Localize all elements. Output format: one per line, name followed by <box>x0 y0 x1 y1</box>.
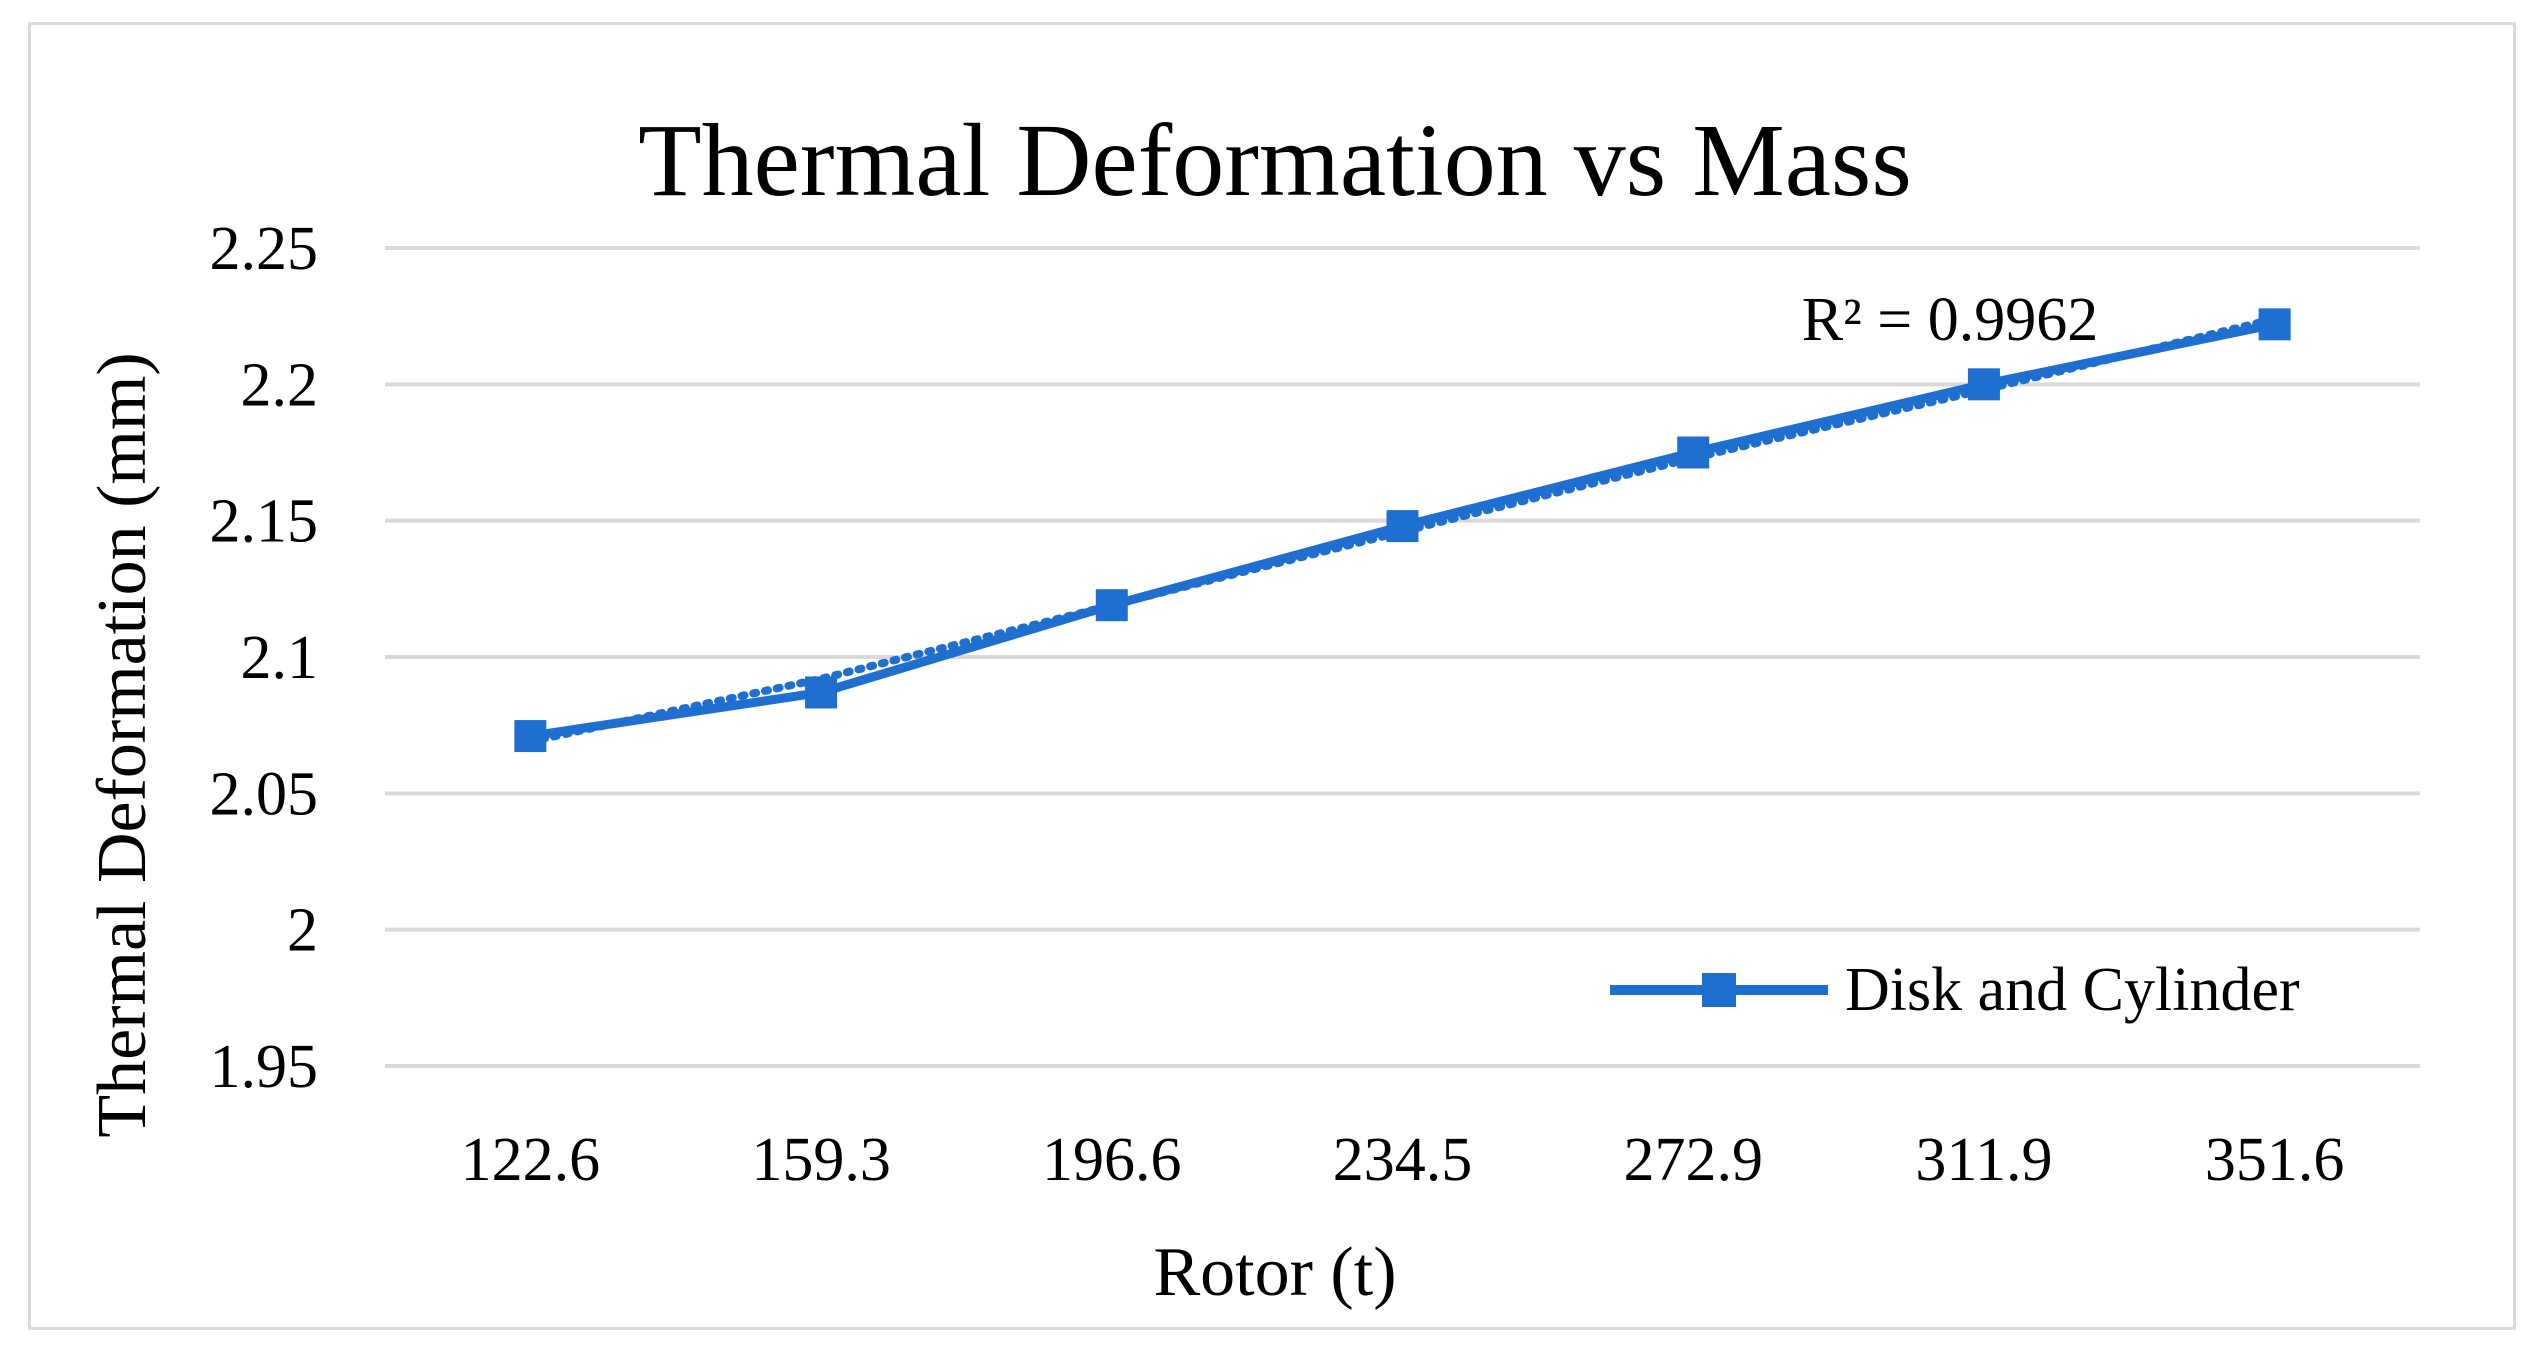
x-tick-label: 159.3 <box>751 1126 891 1194</box>
y-tick-label: 2.25 <box>210 215 319 283</box>
series-disk-and-cylinder <box>514 308 2291 753</box>
x-tick-label: 351.6 <box>2205 1126 2345 1194</box>
r-squared-annotation: R² = 0.9962 <box>1802 286 2098 354</box>
data-point-marker <box>514 720 547 753</box>
x-tick-label: 122.6 <box>461 1126 601 1194</box>
x-tick-label: 272.9 <box>1623 1126 1763 1194</box>
y-axis-label: Thermal Deformation (mm) <box>84 352 161 1137</box>
data-point-marker <box>1386 510 1419 543</box>
y-axis-ticks: 2.25 2.2 2.15 2.1 2.05 2 1.95 <box>210 215 319 1101</box>
data-point-marker <box>1967 368 2000 401</box>
legend-marker-icon <box>1702 973 1736 1007</box>
chart-frame <box>28 22 2516 1330</box>
y-tick-label: 2.2 <box>241 351 319 419</box>
x-tick-label: 311.9 <box>1915 1126 2052 1194</box>
legend-label: Disk and Cylinder <box>1845 956 2300 1024</box>
gridlines <box>385 246 2420 1068</box>
y-tick-label: 2.1 <box>241 624 319 692</box>
y-tick-label: 1.95 <box>210 1033 319 1101</box>
x-tick-label: 234.5 <box>1333 1126 1473 1194</box>
data-point-marker <box>1677 436 1710 469</box>
y-tick-label: 2.15 <box>210 488 319 556</box>
x-axis-label: Rotor (t) <box>1153 1234 1396 1311</box>
chart-title: Thermal Deformation vs Mass <box>638 103 1912 218</box>
data-point-marker <box>2258 308 2291 341</box>
y-tick-label: 2.05 <box>210 760 319 828</box>
data-point-marker <box>1095 589 1128 622</box>
x-axis-ticks: 122.6 159.3 196.6 234.5 272.9 311.9 351.6 <box>461 1126 2345 1194</box>
x-tick-label: 196.6 <box>1042 1126 1182 1194</box>
data-point-marker <box>805 676 838 709</box>
y-tick-label: 2 <box>287 897 318 965</box>
legend: Disk and Cylinder <box>1610 956 2300 1024</box>
